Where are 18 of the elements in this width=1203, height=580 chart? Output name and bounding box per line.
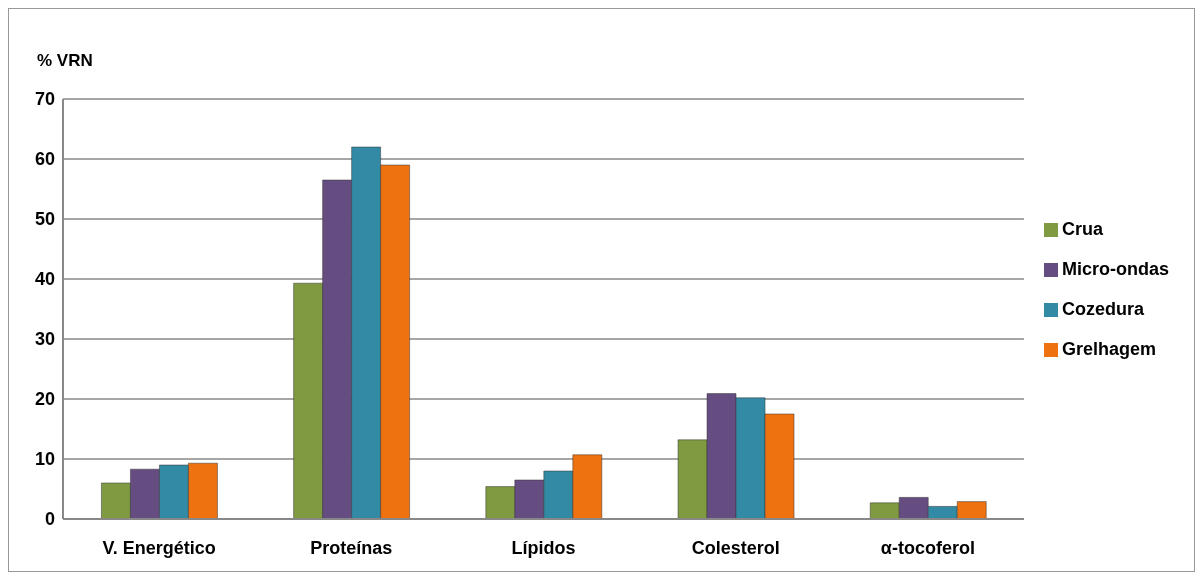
y-tick-label: 20 bbox=[34, 389, 55, 410]
legend-label: Crua bbox=[1061, 219, 1103, 239]
y-tick-label: 50 bbox=[34, 209, 55, 230]
y-tick-label: 70 bbox=[34, 89, 55, 110]
legend-label: Grelhagem bbox=[1061, 339, 1157, 359]
y-tick-label: 40 bbox=[34, 269, 55, 290]
legend-label: Cozedura bbox=[1061, 299, 1144, 319]
y-tick-label: 10 bbox=[34, 449, 55, 470]
y-tick-label: 60 bbox=[34, 149, 55, 170]
x-tick-label: Lípidos bbox=[511, 537, 576, 558]
y-axis-title: % VRN bbox=[37, 51, 93, 71]
y-tick-label: 30 bbox=[34, 329, 55, 350]
x-tick-label: Proteínas bbox=[310, 537, 393, 558]
x-tick-label: V. Energético bbox=[102, 537, 216, 558]
x-tick-label: α-tocoferol bbox=[880, 537, 975, 558]
y-tick-label: 0 bbox=[44, 509, 55, 530]
legend-label: Micro-ondas bbox=[1061, 259, 1169, 279]
x-tick-label: Colesterol bbox=[691, 537, 780, 558]
